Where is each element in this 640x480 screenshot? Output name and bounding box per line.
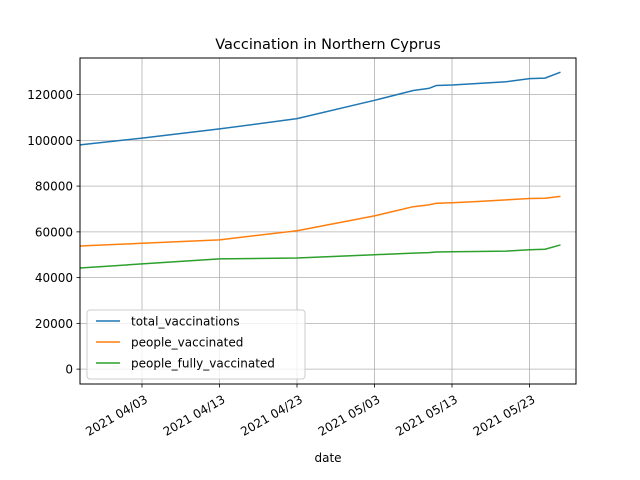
legend-label-total-vaccinations: total_vaccinations xyxy=(131,315,240,329)
y-axis: 0 20000 40000 60000 80000 100000 120000 xyxy=(27,88,80,377)
plot-frame xyxy=(79,57,577,385)
series-line-people-vaccinated xyxy=(79,195,561,247)
y-tick-label: 40000 xyxy=(35,271,73,285)
legend-label-people-fully-vaccinated: people_fully_vaccinated xyxy=(131,357,275,371)
chart-title: Vaccination in Northern Cyprus xyxy=(215,37,441,53)
x-axis-label: date xyxy=(314,451,341,465)
legend-box xyxy=(86,309,306,380)
legend: total_vaccinations people_vaccinatedpeopl… xyxy=(86,309,306,380)
y-tick-label: 0 xyxy=(65,363,73,377)
y-tick-label: 120000 xyxy=(27,88,73,102)
y-tick-label: 100000 xyxy=(27,134,73,148)
series-lines xyxy=(79,71,561,269)
legend-label-people-vaccinated: people_vaccinated xyxy=(131,336,243,350)
series-line-people-fully-vaccinated xyxy=(79,244,561,269)
y-tick-label: 20000 xyxy=(35,317,73,331)
series-line-total-vaccinations xyxy=(79,71,561,146)
y-tick-label: 60000 xyxy=(35,225,73,239)
y-tick-label: 80000 xyxy=(35,180,73,194)
